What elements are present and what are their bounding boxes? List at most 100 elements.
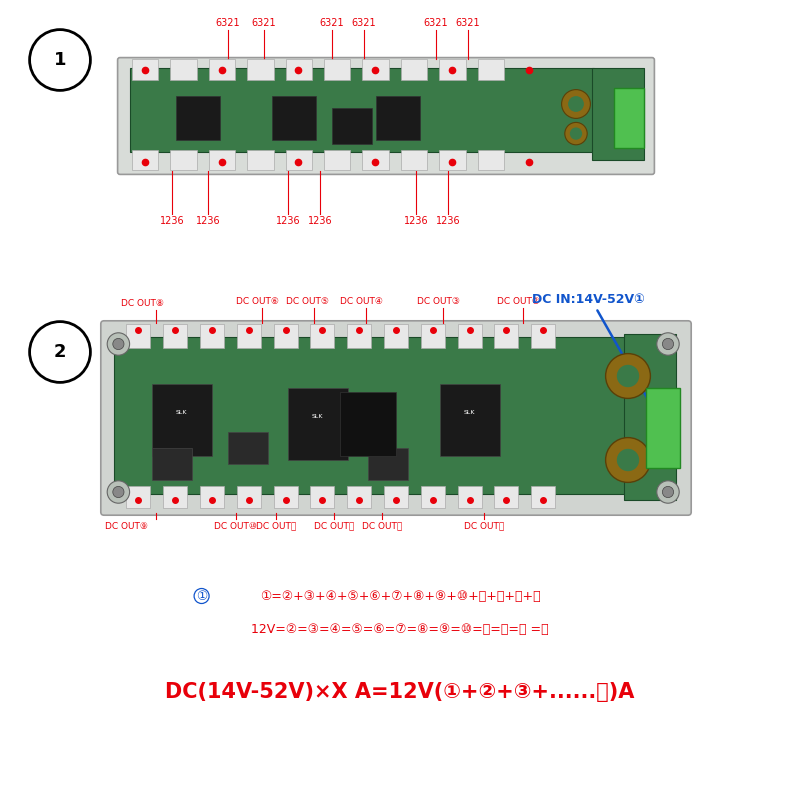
Text: DC OUT③: DC OUT③ [417, 298, 460, 306]
FancyBboxPatch shape [646, 388, 680, 468]
FancyBboxPatch shape [163, 486, 187, 508]
FancyBboxPatch shape [458, 486, 482, 508]
FancyBboxPatch shape [288, 388, 348, 460]
FancyBboxPatch shape [209, 150, 235, 170]
Text: DC OUT⑫: DC OUT⑫ [314, 522, 354, 530]
Circle shape [662, 338, 674, 350]
FancyBboxPatch shape [310, 324, 334, 348]
FancyBboxPatch shape [200, 324, 224, 348]
Text: 2: 2 [54, 343, 66, 361]
FancyBboxPatch shape [421, 486, 445, 508]
Circle shape [107, 333, 130, 355]
FancyBboxPatch shape [531, 486, 555, 508]
Circle shape [606, 354, 650, 398]
Text: 1236: 1236 [436, 216, 460, 226]
Text: DC OUT⑧: DC OUT⑧ [121, 299, 164, 308]
FancyBboxPatch shape [340, 392, 396, 456]
FancyBboxPatch shape [368, 448, 408, 480]
FancyBboxPatch shape [478, 150, 504, 170]
FancyBboxPatch shape [439, 59, 466, 80]
FancyBboxPatch shape [237, 486, 261, 508]
FancyBboxPatch shape [132, 150, 158, 170]
Text: SLK: SLK [464, 410, 475, 414]
Text: DC OUT②: DC OUT② [497, 298, 540, 306]
Text: SLK: SLK [312, 414, 323, 418]
Text: 1236: 1236 [404, 216, 428, 226]
Text: 1236: 1236 [196, 216, 220, 226]
Text: SLK: SLK [176, 410, 187, 414]
FancyBboxPatch shape [478, 59, 504, 80]
Circle shape [107, 481, 130, 503]
Text: DC OUT⑤: DC OUT⑤ [286, 298, 330, 306]
Circle shape [606, 438, 650, 482]
FancyBboxPatch shape [347, 486, 371, 508]
FancyBboxPatch shape [362, 59, 389, 80]
Text: 1: 1 [54, 51, 66, 69]
FancyBboxPatch shape [101, 321, 691, 515]
Text: DC IN:14V-52V①: DC IN:14V-52V① [532, 293, 644, 306]
Circle shape [562, 90, 590, 118]
FancyBboxPatch shape [362, 150, 389, 170]
FancyBboxPatch shape [163, 324, 187, 348]
FancyBboxPatch shape [247, 150, 274, 170]
FancyBboxPatch shape [152, 384, 212, 456]
FancyBboxPatch shape [332, 108, 372, 144]
Text: DC(14V-52V)×X A=12V(①+②+③+......⑭)A: DC(14V-52V)×X A=12V(①+②+③+......⑭)A [166, 682, 634, 702]
Text: 6321: 6321 [456, 18, 480, 28]
Text: DC OUT④: DC OUT④ [340, 298, 383, 306]
FancyBboxPatch shape [347, 324, 371, 348]
Circle shape [617, 365, 639, 387]
FancyBboxPatch shape [421, 324, 445, 348]
FancyBboxPatch shape [624, 334, 676, 500]
FancyBboxPatch shape [118, 58, 654, 174]
Text: DC OUT⑬: DC OUT⑬ [362, 522, 402, 530]
Text: DC OUT⑪: DC OUT⑪ [256, 522, 296, 530]
FancyBboxPatch shape [531, 324, 555, 348]
Circle shape [565, 122, 587, 145]
Circle shape [113, 338, 124, 350]
Text: 6321: 6321 [352, 18, 376, 28]
Text: 1236: 1236 [276, 216, 300, 226]
FancyBboxPatch shape [384, 486, 408, 508]
FancyBboxPatch shape [274, 324, 298, 348]
Text: DC OUT⑭: DC OUT⑭ [464, 522, 504, 530]
Text: 1236: 1236 [160, 216, 184, 226]
FancyBboxPatch shape [376, 96, 420, 140]
Text: 12V=②=③=④=⑤=⑥=⑦=⑧=⑨=⑩=⑪=⑫=⑬ =⑭: 12V=②=③=④=⑤=⑥=⑦=⑧=⑨=⑩=⑪=⑫=⑬ =⑭ [251, 623, 549, 636]
FancyBboxPatch shape [592, 68, 644, 160]
FancyBboxPatch shape [237, 324, 261, 348]
FancyBboxPatch shape [494, 486, 518, 508]
Circle shape [617, 449, 639, 471]
Text: DC OUT⑩: DC OUT⑩ [214, 522, 258, 530]
FancyBboxPatch shape [324, 59, 350, 80]
Circle shape [113, 486, 124, 498]
Circle shape [570, 127, 582, 140]
FancyBboxPatch shape [170, 150, 197, 170]
FancyBboxPatch shape [272, 96, 316, 140]
Text: DC OUT⑥: DC OUT⑥ [236, 298, 279, 306]
Text: ①=②+③+④+⑤+⑥+⑦+⑧+⑨+⑩+⑪+⑫+⑬+⑭: ①=②+③+④+⑤+⑥+⑦+⑧+⑨+⑩+⑪+⑫+⑬+⑭ [260, 590, 540, 602]
Circle shape [662, 486, 674, 498]
FancyBboxPatch shape [170, 59, 197, 80]
FancyBboxPatch shape [132, 59, 158, 80]
Text: 6321: 6321 [320, 18, 344, 28]
FancyBboxPatch shape [401, 59, 427, 80]
FancyBboxPatch shape [228, 432, 268, 464]
FancyBboxPatch shape [200, 486, 224, 508]
FancyBboxPatch shape [440, 384, 500, 456]
Text: DC OUT⑨: DC OUT⑨ [105, 522, 148, 530]
FancyBboxPatch shape [310, 486, 334, 508]
FancyBboxPatch shape [384, 324, 408, 348]
FancyBboxPatch shape [152, 448, 192, 480]
Circle shape [657, 333, 679, 355]
Text: ①: ① [196, 590, 207, 602]
Text: 6321: 6321 [252, 18, 276, 28]
FancyBboxPatch shape [286, 59, 312, 80]
FancyBboxPatch shape [126, 324, 150, 348]
Text: 6321: 6321 [424, 18, 448, 28]
FancyBboxPatch shape [401, 150, 427, 170]
Circle shape [657, 481, 679, 503]
Text: 6321: 6321 [216, 18, 240, 28]
Text: 1236: 1236 [308, 216, 332, 226]
FancyBboxPatch shape [126, 486, 150, 508]
